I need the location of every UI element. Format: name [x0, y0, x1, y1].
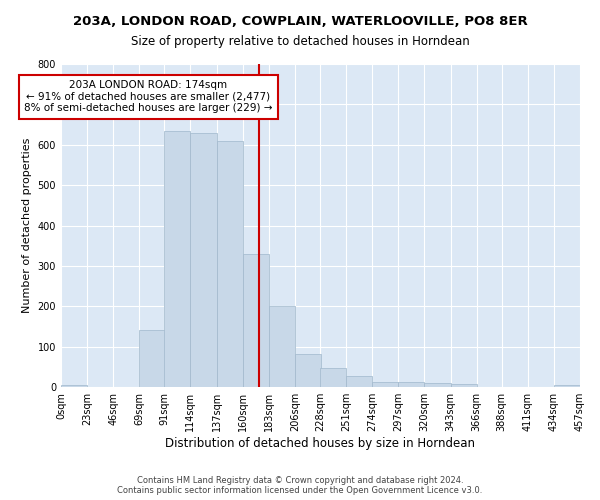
Bar [242, 254, 269, 387]
Text: 203A, LONDON ROAD, COWPLAIN, WATERLOOVILLE, PO8 8ER: 203A, LONDON ROAD, COWPLAIN, WATERLOOVIL… [73, 15, 527, 28]
Bar [139, 330, 166, 387]
Text: Contains HM Land Registry data © Crown copyright and database right 2024.
Contai: Contains HM Land Registry data © Crown c… [118, 476, 482, 495]
Bar [554, 385, 580, 387]
Bar [164, 130, 190, 387]
Bar [398, 382, 424, 387]
Bar [424, 383, 451, 387]
Bar [372, 382, 398, 387]
Bar [320, 368, 346, 387]
Text: Size of property relative to detached houses in Horndean: Size of property relative to detached ho… [131, 35, 469, 48]
Bar [269, 306, 295, 387]
Text: 203A LONDON ROAD: 174sqm
← 91% of detached houses are smaller (2,477)
8% of semi: 203A LONDON ROAD: 174sqm ← 91% of detach… [24, 80, 272, 114]
Bar [346, 376, 372, 387]
Y-axis label: Number of detached properties: Number of detached properties [22, 138, 32, 314]
Bar [61, 385, 87, 387]
Bar [217, 141, 242, 387]
Bar [295, 354, 321, 387]
Bar [451, 384, 476, 387]
X-axis label: Distribution of detached houses by size in Horndean: Distribution of detached houses by size … [166, 437, 475, 450]
Bar [190, 132, 217, 387]
